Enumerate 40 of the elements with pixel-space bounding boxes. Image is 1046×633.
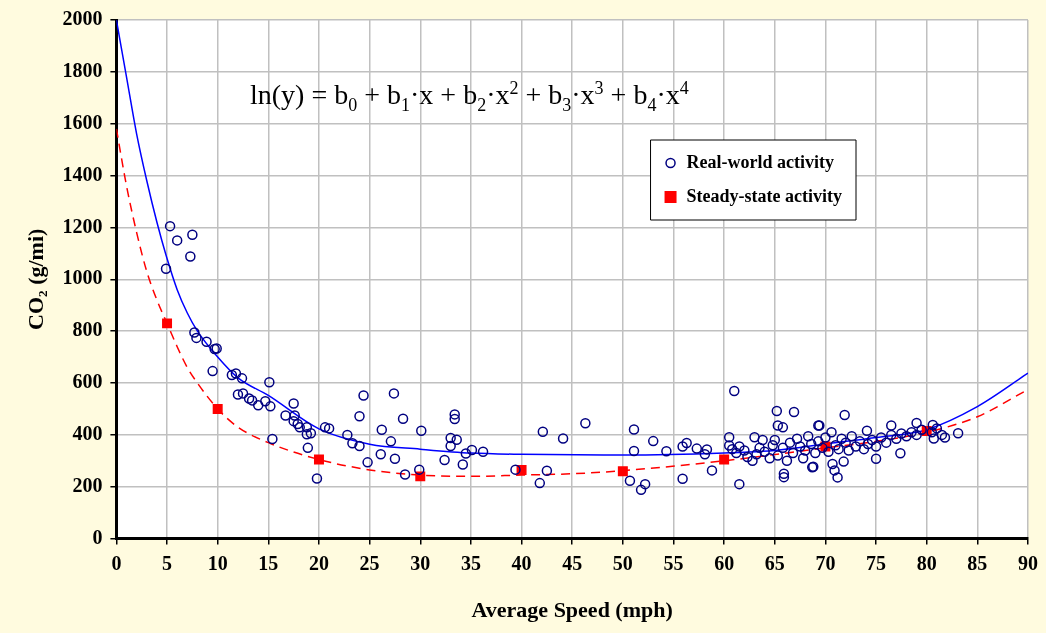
x-tick-label: 40: [511, 551, 532, 574]
x-tick-label: 35: [460, 551, 481, 574]
x-tick-label: 10: [207, 551, 228, 574]
y-tick-label: 1200: [62, 214, 103, 237]
y-tick-label: 600: [72, 370, 103, 393]
y-tick-label: 1000: [62, 266, 103, 289]
x-tick-label: 65: [764, 551, 785, 574]
x-tick-label: 5: [162, 551, 173, 574]
y-tick-label: 1400: [62, 162, 103, 185]
x-tick-label: 25: [359, 551, 380, 574]
x-tick-label: 70: [815, 551, 836, 574]
x-tick-label: 90: [1018, 551, 1038, 574]
y-tick-label: 0: [92, 525, 103, 548]
x-tick-label: 45: [562, 551, 583, 574]
x-tick-label: 15: [258, 551, 279, 574]
x-axis-title: Average Speed (mph): [471, 597, 673, 623]
y-tick-label: 2000: [62, 7, 103, 30]
legend-label: Steady-state activity: [686, 185, 843, 206]
x-tick-label: 85: [967, 551, 988, 574]
x-tick-label: 80: [916, 551, 937, 574]
point: [719, 454, 730, 465]
text: ln(y) = b$_{0}$ + b$_{1}$·x + b$_{2}$·x$^{2}$ + b$_{3}$·x$^{3}$ + b$_{4}$·x$^{4}$: [250, 78, 689, 115]
x-tick-label: 30: [410, 551, 431, 574]
y-tick-label: 400: [72, 422, 103, 445]
point: [162, 318, 173, 329]
legend-label: Real-world activity: [686, 151, 835, 172]
y-tick-label: 1800: [62, 59, 103, 82]
point: [313, 454, 324, 465]
y-tick-label: 200: [72, 473, 103, 496]
x-tick-label: 60: [714, 551, 735, 574]
x-tick-label: 0: [111, 551, 122, 574]
x-tick-label: 75: [866, 551, 887, 574]
point: [617, 466, 628, 477]
x-tick-label: 50: [612, 551, 633, 574]
x-tick-label: 55: [663, 551, 684, 574]
y-tick-label: 1600: [62, 110, 103, 133]
y-axis-title: CO₂ (g/mi): [22, 228, 48, 330]
x-tick-label: 20: [308, 551, 329, 574]
y-tick-label: 800: [72, 318, 103, 341]
point: [212, 403, 223, 414]
